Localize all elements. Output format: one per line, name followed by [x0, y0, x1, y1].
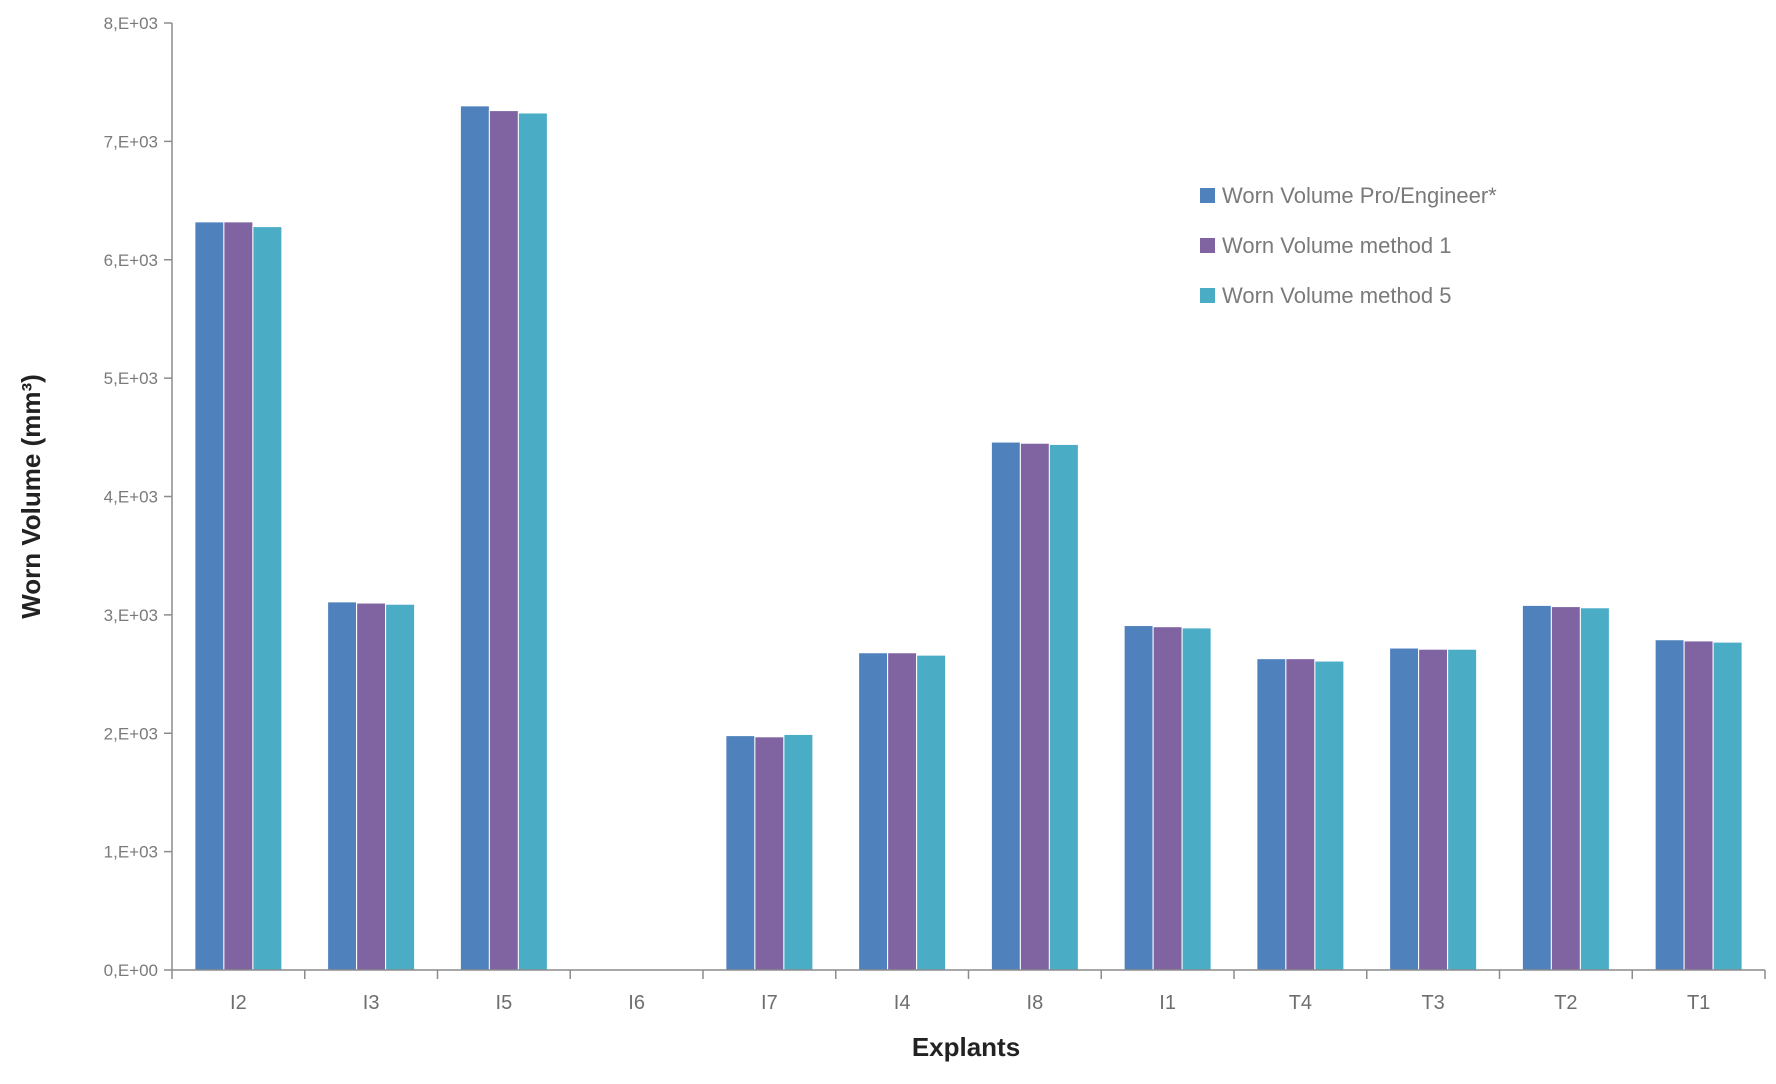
- bar-t1-series-2: [1683, 640, 1714, 971]
- bar-t3-series-1: [1389, 647, 1420, 971]
- legend-label-series-1: Worn Volume Pro/Engineer*: [1222, 183, 1497, 208]
- bar-t2-series-2: [1550, 606, 1581, 971]
- x-tick-label: T3: [1421, 992, 1444, 1014]
- bar-i7-series-1: [725, 735, 756, 971]
- x-tick-label: I5: [496, 992, 513, 1014]
- bar-i7-series-2: [754, 736, 785, 971]
- bar-i3-series-2: [356, 602, 387, 971]
- bar-t2-series-3: [1579, 607, 1610, 971]
- bar-i8-series-3: [1048, 443, 1079, 971]
- y-tick-label: 3,E+03: [104, 606, 158, 625]
- bar-i2-series-2: [223, 221, 254, 971]
- y-tick-label: 7,E+03: [104, 132, 158, 151]
- bar-t1-series-1: [1654, 639, 1685, 971]
- bar-t3-series-3: [1447, 648, 1478, 971]
- bar-i1-series-2: [1152, 626, 1183, 971]
- bar-t3-series-2: [1418, 648, 1449, 971]
- x-tick-label: I1: [1159, 992, 1176, 1014]
- legend-label-series-3: Worn Volume method 5: [1222, 283, 1452, 308]
- x-tick-label: I6: [628, 992, 645, 1014]
- y-tick-label: 5,E+03: [104, 369, 158, 388]
- bars-layer: [194, 105, 1743, 971]
- x-axis-title: Explants: [912, 1032, 1020, 1062]
- legend-label-series-2: Worn Volume method 1: [1222, 233, 1452, 258]
- y-axis-title: Worn Volume (mm³): [16, 374, 46, 619]
- bar-t4-series-2: [1285, 658, 1316, 971]
- y-tick-label: 6,E+03: [104, 251, 158, 270]
- y-tick-label: 2,E+03: [104, 724, 158, 743]
- bar-i2-series-3: [252, 226, 283, 971]
- x-tick-label: T4: [1289, 992, 1312, 1014]
- bar-t4-series-1: [1256, 658, 1287, 971]
- legend-swatch-series-2: [1200, 238, 1215, 253]
- legend: Worn Volume Pro/Engineer* Worn Volume met…: [1200, 183, 1497, 308]
- legend-swatch-series-1: [1200, 188, 1215, 203]
- bar-i8-series-1: [990, 441, 1021, 971]
- bar-i3-series-1: [327, 601, 358, 971]
- bar-t4-series-3: [1314, 660, 1345, 971]
- bar-i5-series-2: [488, 110, 519, 971]
- bar-i1-series-3: [1181, 627, 1212, 971]
- bar-i8-series-2: [1019, 442, 1050, 971]
- x-tick-label: T2: [1554, 992, 1577, 1014]
- x-tick-label: I3: [363, 992, 380, 1014]
- bar-i4-series-2: [887, 652, 918, 971]
- x-tick-label: I7: [761, 992, 778, 1014]
- bar-i4-series-1: [858, 652, 889, 971]
- x-tick-label: I2: [230, 992, 247, 1014]
- bar-t1-series-3: [1712, 641, 1743, 971]
- bar-i5-series-3: [517, 112, 548, 971]
- bar-i5-series-1: [459, 105, 490, 971]
- bar-i4-series-3: [916, 654, 947, 971]
- x-tick-label: T1: [1687, 992, 1710, 1014]
- bar-i1-series-1: [1123, 625, 1154, 971]
- x-tick-label: I8: [1027, 992, 1044, 1014]
- y-tick-label: 1,E+03: [104, 843, 158, 862]
- y-tick-label: 4,E+03: [104, 488, 158, 507]
- bar-t2-series-1: [1521, 604, 1552, 971]
- bar-i3-series-3: [385, 603, 416, 971]
- x-tick-label: I4: [894, 992, 911, 1014]
- bar-i2-series-1: [194, 221, 225, 971]
- legend-swatch-series-3: [1200, 288, 1215, 303]
- bar-i7-series-3: [783, 733, 814, 971]
- x-axis-ticks: I2 I3 I5 I6 I7 I4 I8 I1 T4 T3 T2 T1: [171, 970, 1766, 1014]
- plot-area: 0,E+00 1,E+03 2,E+03 3,E+03 4,E+03 5,E+03 6,E+…: [104, 14, 1766, 1014]
- y-tick-label: 0,E+00: [104, 961, 158, 980]
- y-axis-ticks: 0,E+00 1,E+03 2,E+03 3,E+03 4,E+03 5,E+03 6,E+…: [104, 14, 172, 980]
- y-tick-label: 8,E+03: [104, 14, 158, 33]
